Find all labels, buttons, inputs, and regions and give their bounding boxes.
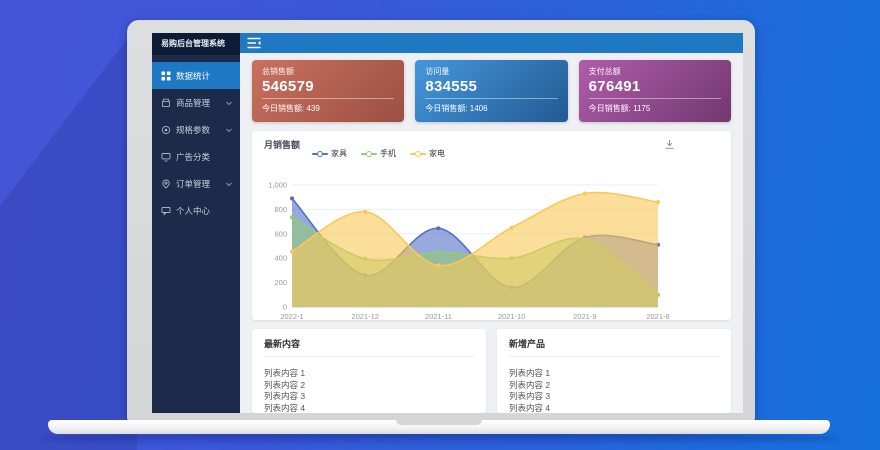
svg-text:200: 200 (274, 278, 287, 287)
stat-card-total-payment: 支付总额 676491 今日销售额: 1175 (578, 60, 731, 122)
laptop-base (48, 420, 830, 434)
gear-icon (161, 125, 171, 135)
legend-item-phone[interactable]: 手机 (361, 148, 396, 159)
list-item: 列表内容 1 (264, 368, 306, 378)
stat-footer: 今日销售额: 1175 (588, 98, 721, 114)
main-area: 总销售额 546579 今日销售额: 439 访问量 834555 今日销售额:… (240, 33, 743, 413)
sidebar-item-goods-manage[interactable]: 商品管理 (152, 89, 240, 116)
sidebar-item-label: 规格参数 (176, 124, 211, 135)
area-chart: 0 200 400 600 800 1,000 2022-1 2021-12 2021-11 20… (264, 177, 719, 334)
dashboard-screen: 易购后台管理系统 数据统计 商品管理 (152, 33, 743, 413)
sidebar-item-label: 广告分类 (176, 151, 211, 162)
chart-legend: 家具 手机 家电 (312, 148, 445, 159)
legend-item-furniture[interactable]: 家具 (312, 148, 347, 159)
stat-card-visits: 访问量 834555 今日销售额: 1406 (415, 60, 568, 122)
list-item: 列表内容 3 (264, 391, 306, 401)
laptop-base-shadow (40, 432, 840, 445)
list-item: 列表内容 3 (509, 391, 551, 401)
stat-footer: 今日销售额: 1406 (425, 98, 558, 114)
download-icon[interactable] (664, 139, 675, 150)
sidebar-item-user-center[interactable]: 个人中心 (152, 197, 240, 224)
svg-text:2021-10: 2021-10 (498, 312, 526, 321)
svg-text:2021-11: 2021-11 (425, 312, 452, 321)
svg-text:400: 400 (274, 254, 287, 263)
top-header-bar (240, 33, 743, 53)
chevron-down-icon (225, 99, 233, 107)
dashboard-content: 总销售额 546579 今日销售额: 439 访问量 834555 今日销售额:… (240, 53, 743, 413)
sidebar-item-label: 个人中心 (176, 205, 211, 216)
svg-text:800: 800 (274, 205, 287, 214)
svg-text:600: 600 (274, 229, 287, 238)
sidebar-item-label: 订单管理 (176, 178, 211, 189)
legend-label: 家电 (429, 149, 445, 158)
sidebar-item-label: 数据统计 (176, 70, 211, 81)
stat-title: 访问量 (425, 67, 450, 76)
sidebar-menu: 数据统计 商品管理 规格参数 (152, 62, 240, 224)
new-products-card: 新增产品 列表内容 1 列表内容 2 列表内容 3 列表内容 4 (497, 329, 731, 413)
laptop-notch (396, 420, 482, 425)
monitor-icon (161, 152, 171, 162)
list-item: 列表内容 2 (509, 379, 551, 390)
stat-cards-row: 总销售额 546579 今日销售额: 439 访问量 834555 今日销售额:… (252, 60, 731, 122)
svg-text:2021-9: 2021-9 (573, 312, 596, 321)
list-items: 列表内容 1 列表内容 2 列表内容 3 列表内容 4 (509, 368, 719, 413)
stat-card-total-sales: 总销售额 546579 今日销售额: 439 (252, 60, 405, 122)
sidebar-item-label: 商品管理 (176, 97, 211, 108)
chat-icon (161, 206, 171, 216)
legend-marker (361, 150, 377, 158)
list-card-title: 新增产品 (509, 337, 719, 357)
stat-title: 总销售额 (262, 67, 294, 76)
grid-icon (161, 71, 171, 81)
bottom-lists-row: 最新内容 列表内容 1 列表内容 2 列表内容 3 列表内容 4 新增产品 列表… (252, 329, 731, 413)
list-items: 列表内容 1 列表内容 2 列表内容 3 列表内容 4 (264, 368, 474, 413)
legend-label: 家具 (331, 149, 347, 158)
stat-value: 546579 (262, 78, 314, 95)
latest-content-card: 最新内容 列表内容 1 列表内容 2 列表内容 3 列表内容 4 (252, 329, 486, 413)
svg-text:0: 0 (283, 303, 287, 312)
stat-footer: 今日销售额: 439 (262, 98, 395, 114)
sidebar-item-spec-params[interactable]: 规格参数 (152, 116, 240, 143)
svg-text:2021-12: 2021-12 (351, 312, 379, 321)
app-title: 易购后台管理系统 (152, 33, 240, 55)
legend-label: 手机 (380, 149, 396, 158)
pin-icon (161, 179, 171, 189)
menu-fold-icon[interactable] (247, 37, 261, 49)
list-item: 列表内容 4 (509, 402, 551, 413)
svg-text:1,000: 1,000 (268, 181, 287, 190)
stat-title: 支付总额 (588, 67, 621, 76)
monthly-sales-chart-card: 月销售额 家具 手机 家电 (252, 131, 731, 321)
shop-icon (161, 98, 171, 108)
list-item: 列表内容 4 (264, 402, 306, 413)
list-item: 列表内容 1 (509, 368, 551, 378)
legend-marker (410, 150, 426, 158)
sidebar-item-order-manage[interactable]: 订单管理 (152, 170, 240, 197)
sidebar-item-ad-category[interactable]: 广告分类 (152, 143, 240, 170)
svg-text:2021-8: 2021-8 (646, 312, 669, 321)
list-card-title: 最新内容 (264, 337, 474, 357)
legend-marker (312, 150, 328, 158)
sidebar-item-data-stats[interactable]: 数据统计 (152, 62, 240, 89)
legend-item-appliance[interactable]: 家电 (410, 148, 445, 159)
stat-value: 676491 (588, 78, 641, 95)
chevron-down-icon (225, 180, 233, 188)
svg-text:2022-1: 2022-1 (280, 312, 303, 321)
stat-value: 834555 (425, 78, 478, 95)
chart-title: 月销售额 (264, 140, 301, 150)
list-item: 列表内容 2 (264, 379, 306, 390)
sidebar: 易购后台管理系统 数据统计 商品管理 (152, 33, 240, 413)
chevron-down-icon (225, 126, 233, 134)
